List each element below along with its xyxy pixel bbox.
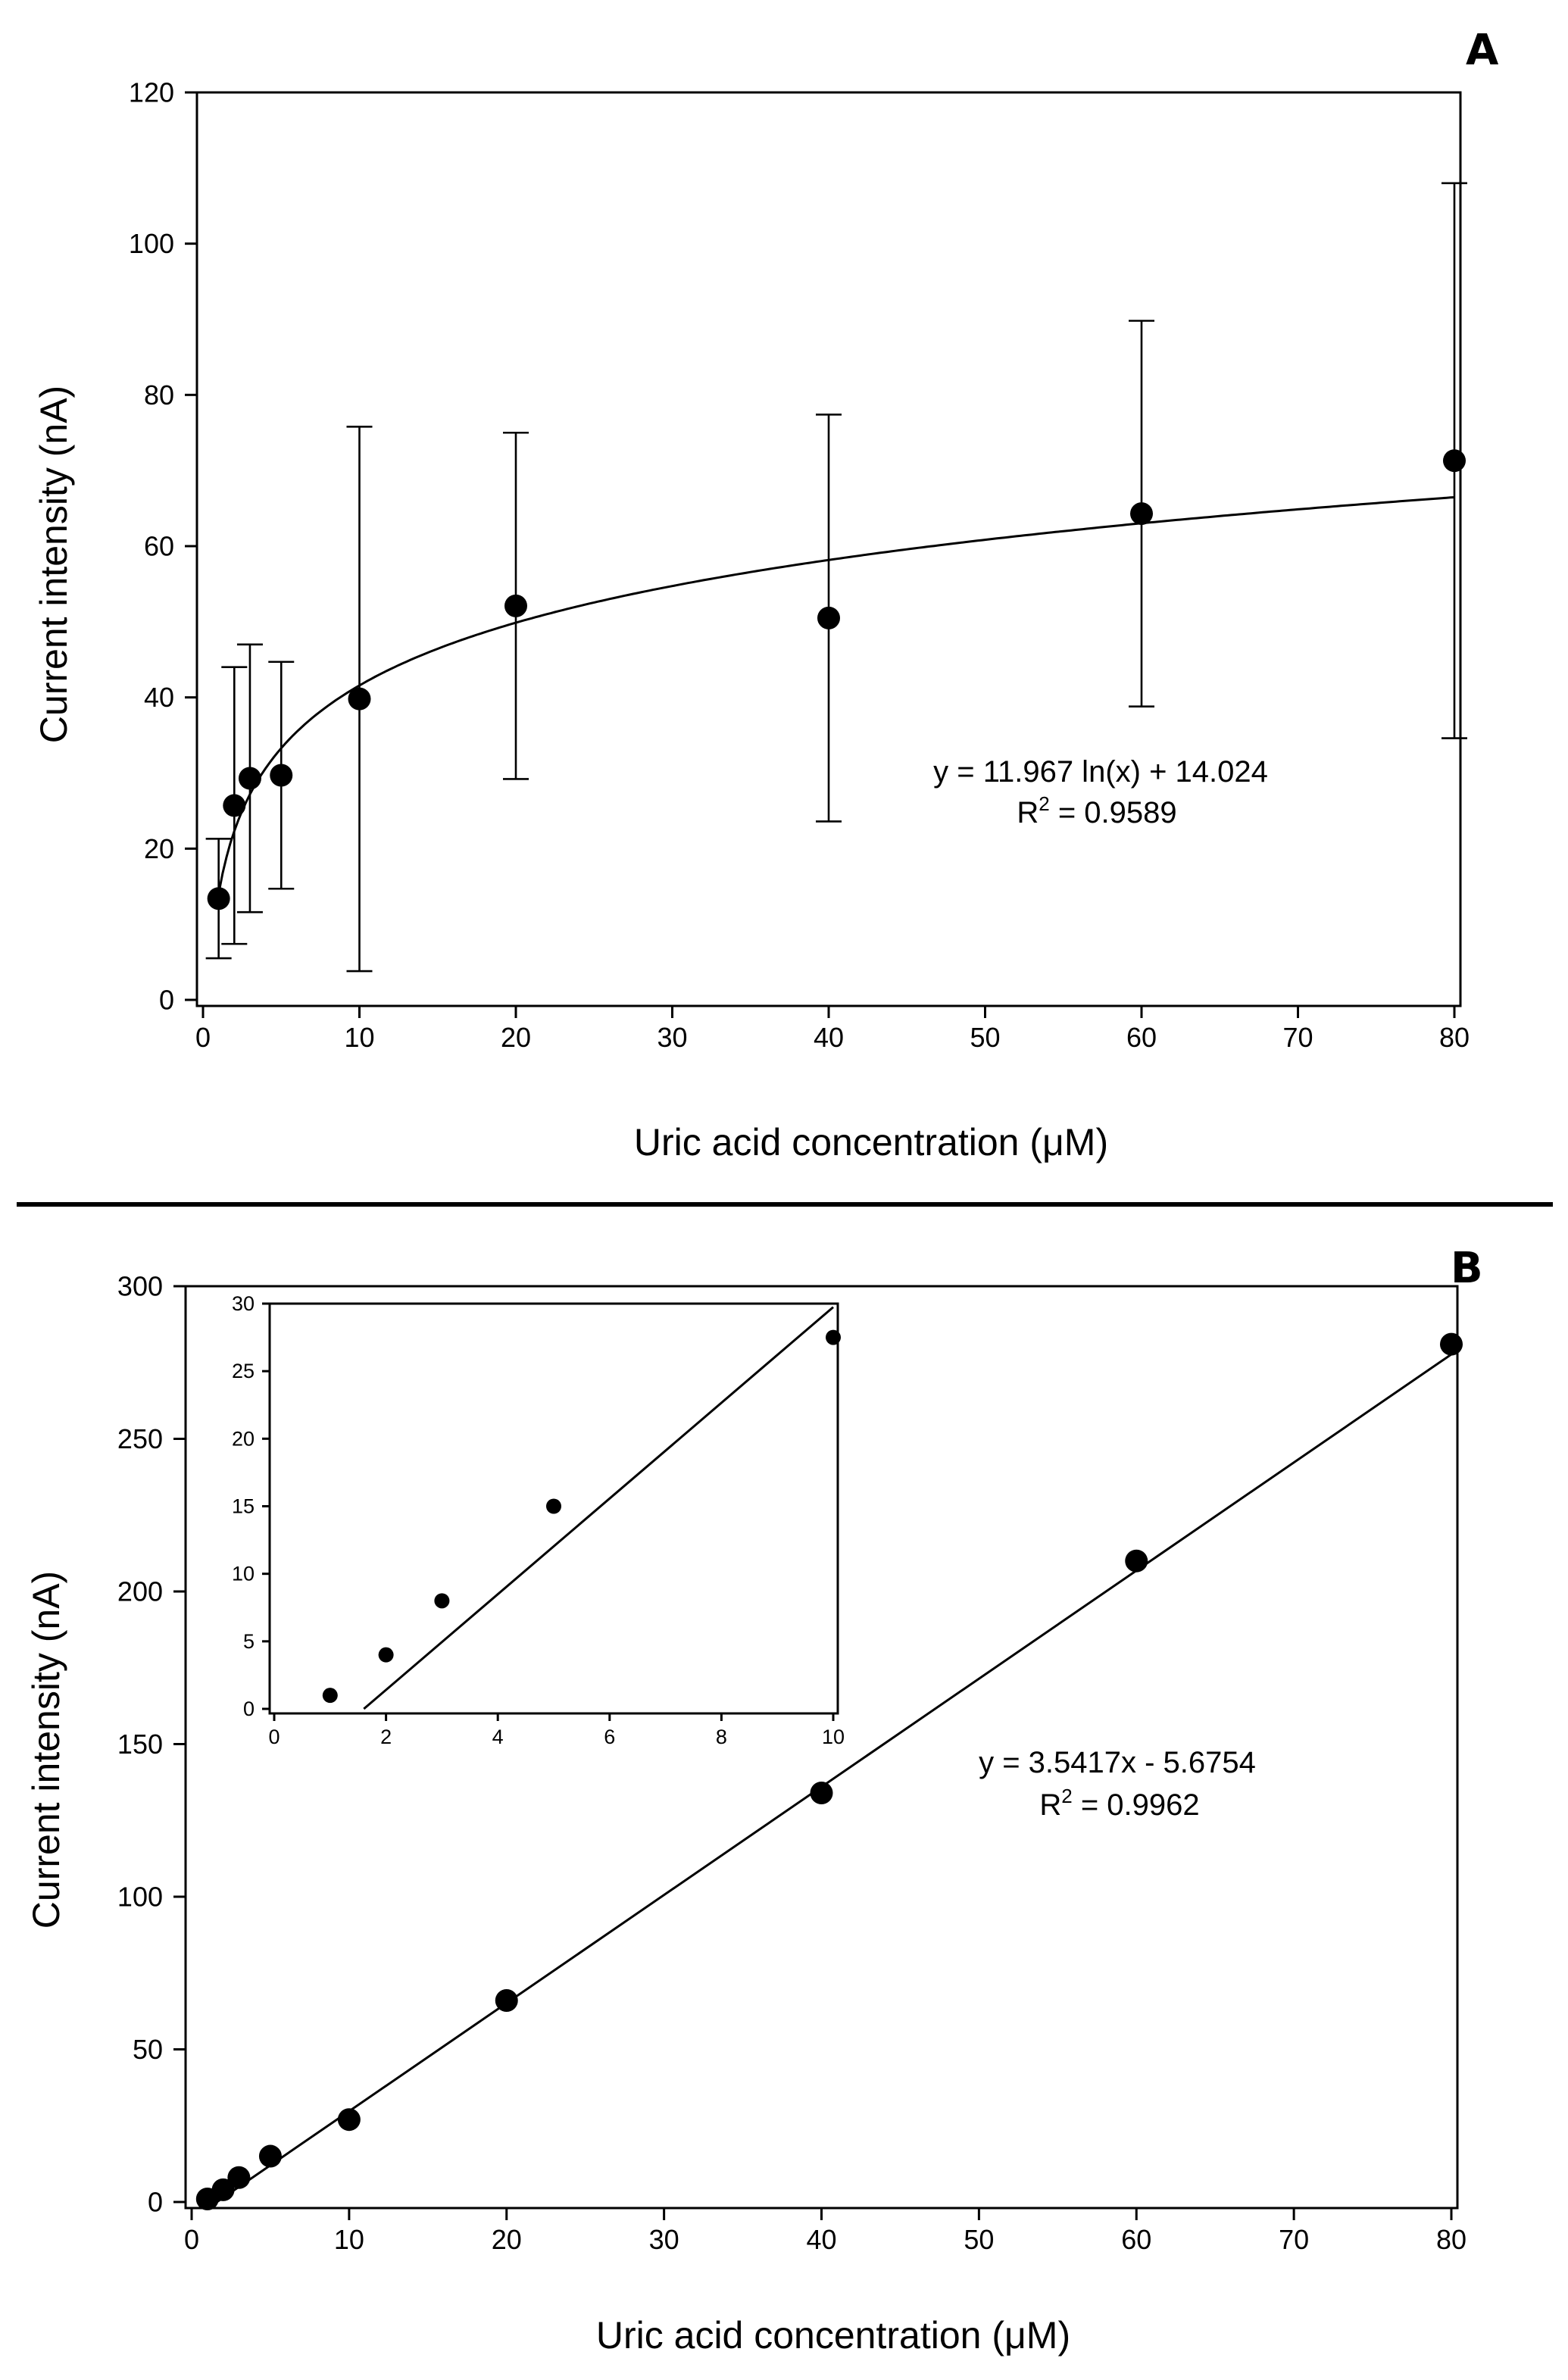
panel-b-data-point	[337, 2108, 361, 2132]
panel-b-data-point	[211, 2178, 235, 2201]
panel-a-data-point	[348, 687, 371, 711]
panel-a-label: A	[1466, 26, 1499, 75]
inset-data-point	[434, 1593, 450, 1609]
panel-b-x-tick-label: 20	[492, 2224, 522, 2255]
inset-data-point	[546, 1498, 561, 1514]
inset-x-tick-label: 0	[268, 1726, 280, 1748]
panel-b-y-tick-label: 200	[117, 1576, 163, 1607]
inset-y-tick-label: 25	[232, 1360, 255, 1382]
panel-a-y-tick-label: 60	[144, 531, 174, 562]
inset-axes-frame	[268, 1302, 839, 1715]
panel-a-x-tick-label: 50	[970, 1022, 1000, 1053]
panel-b-data-point	[495, 1989, 518, 2013]
panel-b-data-point	[1125, 1549, 1148, 1573]
panel-a-y-tick-label: 100	[129, 228, 174, 259]
inset-data-point	[378, 1647, 394, 1663]
inset-y-tick-label: 20	[232, 1427, 255, 1450]
panel-b-label: B	[1451, 1244, 1483, 1293]
panel-a-x-tick-label: 80	[1439, 1022, 1470, 1053]
panel-a-plot-area: 0 10 20 30 40 50 60 70 80 0 20 40 60 80 100 120	[129, 77, 1470, 1054]
panel-a-data-point	[504, 594, 527, 617]
panel-a-y-tick-label: 40	[144, 682, 174, 713]
panel-b-r-exp: 2	[1061, 1785, 1072, 1807]
inset-x-tick-label: 6	[604, 1726, 615, 1748]
panel-b-y-tick-label: 100	[117, 1882, 163, 1913]
inset-data-point	[322, 1688, 338, 1704]
inset-x-tick-label: 2	[380, 1726, 392, 1748]
panel-a-fit-line	[217, 496, 1455, 895]
panel-b-data-point	[227, 2166, 251, 2189]
panel-a-y-axis-title: Current intensity (nA)	[33, 386, 75, 743]
panel-a-data-point	[223, 794, 246, 817]
panel-b-r-value: = 0.9962	[1073, 1788, 1200, 1822]
panel-a-r-value: = 0.9589	[1050, 796, 1177, 829]
panel-b-y-tick-label: 250	[117, 1423, 163, 1454]
inset-y-tick-label: 0	[243, 1698, 255, 1720]
panel-b-x-tick-label: 50	[964, 2224, 994, 2255]
panel-b-inset-chart: 0 2 4 6 8 10 0 5 10 15 20 25 30	[232, 1292, 845, 1748]
inset-fit-line	[363, 1306, 834, 1710]
panel-b-x-axis-title: Uric acid concentration (μM)	[596, 2314, 1070, 2357]
panel-a-x-tick-label: 10	[344, 1022, 374, 1053]
panel-b-x-tick-label: 30	[649, 2224, 679, 2255]
inset-x-tick-label: 4	[492, 1726, 504, 1748]
panel-a-x-axis-title: Uric acid concentration (μM)	[634, 1121, 1108, 1163]
inset-y-tick-label: 15	[232, 1495, 255, 1518]
panel-a-y-tick-label: 80	[144, 379, 174, 411]
panel-b-x-tick-label: 70	[1279, 2224, 1309, 2255]
panel-b-y-tick-label: 300	[117, 1271, 163, 1302]
panel-b-r-label: R	[1039, 1788, 1061, 1822]
panel-a-data-point	[238, 767, 261, 790]
panel-b-x-tick-label: 60	[1121, 2224, 1151, 2255]
panel-b-x-tick-label: 0	[184, 2224, 199, 2255]
panel-a-r-label: R	[1017, 796, 1039, 829]
panel-a-data-point	[270, 764, 293, 787]
panel-a-x-tick-label: 40	[814, 1022, 844, 1053]
panel-b-x-tick-label: 40	[806, 2224, 836, 2255]
panel-b-data-point	[1440, 1332, 1463, 1356]
panel-b-r-squared: R2 = 0.9962	[1039, 1785, 1199, 1822]
panel-a-data-point	[1443, 449, 1466, 473]
panel-a-x-tick-label: 70	[1282, 1022, 1313, 1053]
panel-a-x-tick-label: 0	[195, 1022, 211, 1053]
panel-a-x-tick-label: 20	[501, 1022, 531, 1053]
panel-b-fit-equation: y = 3.5417x - 5.6754	[979, 1746, 1256, 1779]
panel-b-x-tick-label: 80	[1436, 2224, 1466, 2255]
panel-a-data-point	[817, 606, 840, 629]
panel-b-y-axis-title: Current intensity (nA)	[25, 1571, 67, 1929]
panel-b-y-tick-label: 0	[148, 2187, 163, 2218]
panel-a-fit-equation: y = 11.967 ln(x) + 14.024	[933, 755, 1268, 789]
panel-a-x-tick-label: 30	[657, 1022, 687, 1053]
panel-a-data-point	[207, 887, 230, 910]
panel-a-chart: A 0 10 20 30 40 50 60 70 80 0 20 40 60 80 100 120 Uric …	[33, 26, 1499, 1163]
panel-b-data-point	[258, 2144, 282, 2168]
inset-y-tick-label: 30	[232, 1292, 255, 1315]
panel-b-x-tick-label: 10	[334, 2224, 364, 2255]
panel-a-r-exp: 2	[1039, 792, 1049, 815]
inset-y-tick-label: 10	[232, 1563, 255, 1585]
panel-a-y-tick-label: 0	[159, 985, 174, 1016]
panel-a-r-squared: R2 = 0.9589	[1017, 792, 1176, 829]
inset-y-tick-label: 5	[243, 1630, 255, 1653]
panel-b-y-tick-label: 50	[133, 2034, 163, 2065]
panel-a-data-point	[1130, 502, 1153, 526]
panel-a-y-tick-label: 120	[129, 77, 174, 108]
inset-x-tick-label: 10	[822, 1726, 845, 1748]
panel-b-data-point	[810, 1781, 833, 1804]
inset-x-tick-label: 8	[716, 1726, 727, 1748]
inset-data-point	[826, 1329, 841, 1345]
panel-b-fit-line	[206, 1350, 1457, 2210]
panel-b-y-tick-label: 150	[117, 1729, 163, 1760]
panel-a-x-tick-label: 60	[1126, 1022, 1157, 1053]
panel-a-y-tick-label: 20	[144, 833, 174, 864]
